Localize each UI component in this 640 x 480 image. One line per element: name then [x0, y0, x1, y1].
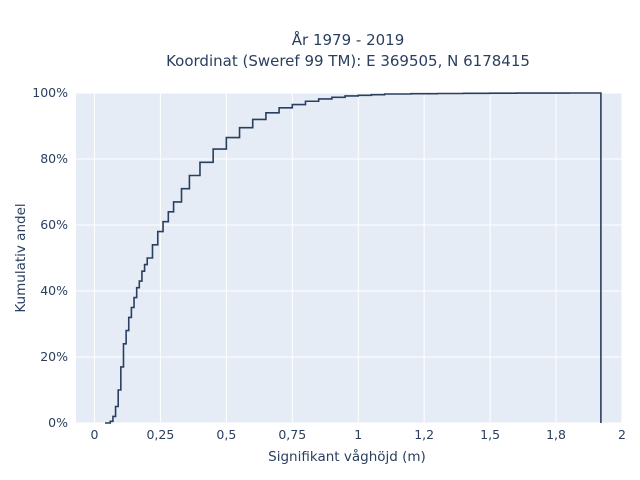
x-axis-ticks: 0 0,25 0,5 0,75 1 1,2 1,5 1,8 2: [90, 427, 625, 442]
y-axis-ticks: 0% 20% 40% 60% 80% 100%: [32, 85, 68, 430]
x-tick-label: 1,5: [480, 427, 500, 442]
ecdf-series-line: [105, 92, 602, 424]
plot-area: [76, 93, 622, 423]
y-tick-label: 60%: [40, 217, 68, 232]
x-tick-label: 0,75: [278, 427, 306, 442]
chart-subtitle: Koordinat (Sweref 99 TM): E 369505, N 61…: [166, 52, 530, 70]
y-axis-title: Kumulativ andel: [13, 203, 29, 312]
x-tick-label: 1: [354, 427, 362, 442]
x-tick-label: 0: [90, 427, 98, 442]
y-tick-label: 40%: [40, 283, 68, 298]
x-axis-title: Signifikant våghöjd (m): [268, 448, 426, 465]
y-tick-label: 80%: [40, 151, 68, 166]
chart-title: År 1979 - 2019: [292, 30, 405, 49]
x-tick-label: 1,2: [414, 427, 434, 442]
y-tick-label: 0%: [48, 415, 68, 430]
x-tick-label: 0,25: [146, 427, 174, 442]
x-tick-label: 1,8: [546, 427, 566, 442]
gridlines: [76, 92, 623, 424]
x-tick-label: 0,5: [216, 427, 236, 442]
x-tick-label: 2: [618, 427, 626, 442]
y-tick-label: 100%: [32, 85, 68, 100]
y-tick-label: 20%: [40, 349, 68, 364]
